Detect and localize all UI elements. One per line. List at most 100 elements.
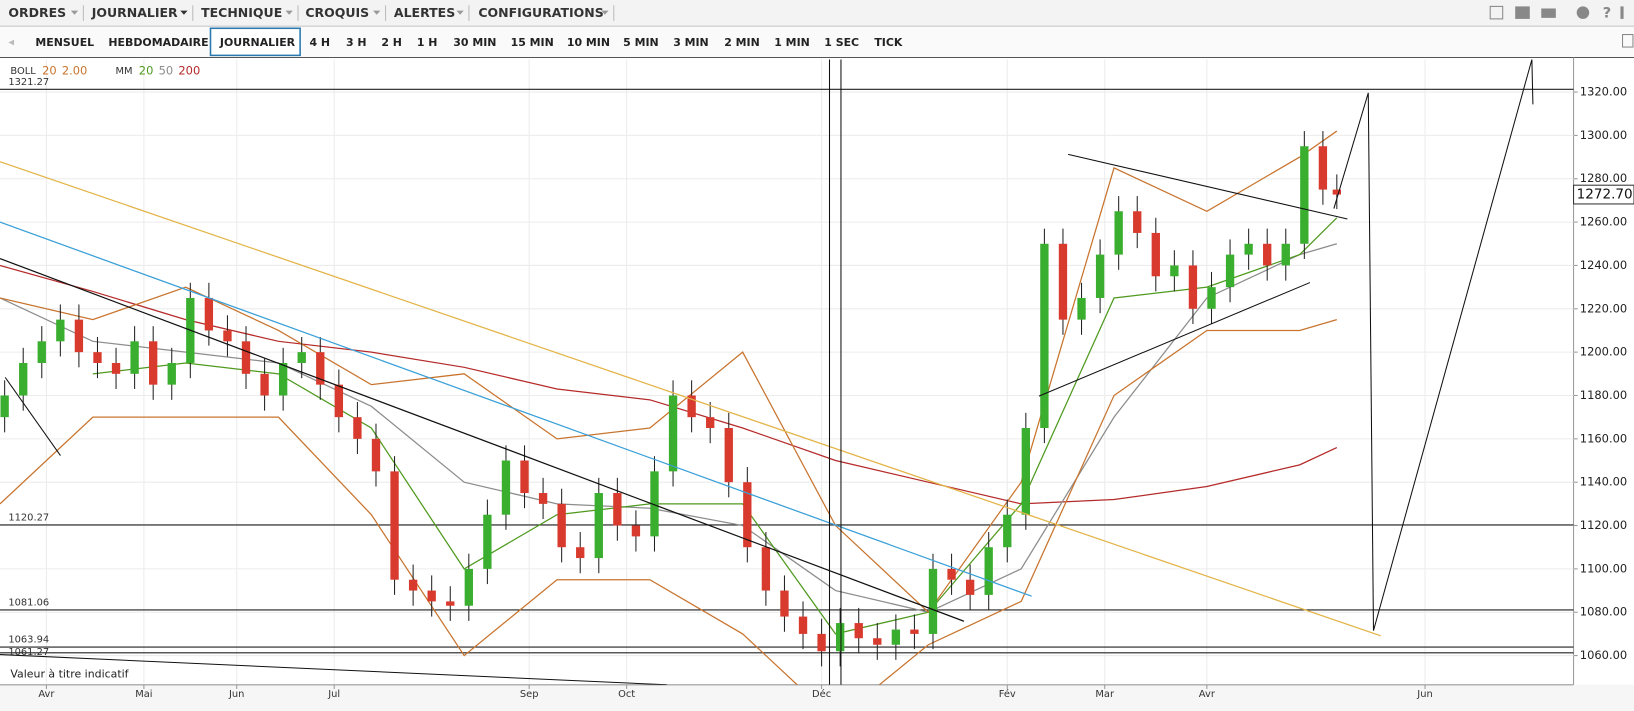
timeframe-button[interactable]: JOURNALIER <box>219 36 296 49</box>
menu-item[interactable]: TECHNIQUE <box>201 5 282 20</box>
menu-item[interactable]: JOURNALIER <box>91 5 178 20</box>
candle-body <box>130 341 139 374</box>
timeframe-button[interactable]: 1 H <box>417 36 438 49</box>
menu-item[interactable]: CROQUIS <box>305 5 369 20</box>
candle-body <box>835 623 845 652</box>
trend-line[interactable] <box>0 654 667 685</box>
indicator-param: 200 <box>178 64 200 78</box>
timeframe-button[interactable]: 2 MIN <box>724 36 760 49</box>
candle-body <box>1040 243 1049 429</box>
menu-arrow <box>601 10 609 15</box>
candle-body <box>1207 287 1216 309</box>
candle-body <box>0 395 9 418</box>
candle-body <box>1170 265 1179 277</box>
indicator-label: MM <box>116 66 133 77</box>
candle-body <box>576 547 585 559</box>
timeframe-button[interactable]: MENSUEL <box>35 36 94 49</box>
x-tick-label: Mar <box>1095 689 1115 700</box>
menu-item[interactable]: ORDRES <box>8 5 66 20</box>
candle-body <box>316 352 325 385</box>
trend-line[interactable] <box>0 221 1032 597</box>
candle-body <box>520 460 529 494</box>
icon-print[interactable] <box>1541 8 1556 18</box>
icon-settings[interactable] <box>1576 6 1590 19</box>
candle-body <box>538 493 548 504</box>
candle-body <box>260 373 269 396</box>
menu-bar <box>0 0 1634 27</box>
indicator-line <box>0 243 1338 613</box>
candle-body <box>446 601 455 606</box>
candle-body <box>743 482 752 548</box>
candle-body <box>56 319 65 342</box>
trend-line[interactable] <box>0 258 965 622</box>
indicator-line <box>92 217 1338 635</box>
y-tick-label: 1200.00 <box>1580 345 1627 359</box>
x-tick-label: Jun <box>228 689 244 700</box>
candle-body <box>1225 254 1235 288</box>
timeframe-button[interactable]: 10 MIN <box>567 36 610 49</box>
icon-help[interactable]: ? <box>1603 5 1611 22</box>
timeframe-button[interactable]: TICK <box>874 36 903 49</box>
candle-body <box>390 471 399 580</box>
candle-body <box>965 579 975 595</box>
timeframe-button[interactable]: 1 MIN <box>774 36 810 49</box>
timeframe-button[interactable]: 3 H <box>346 36 367 49</box>
candle-body <box>1263 243 1272 266</box>
projection[interactable] <box>1333 59 1534 631</box>
trend-line[interactable] <box>4 377 61 456</box>
indicator-line <box>0 264 1338 505</box>
icon-close[interactable] <box>1622 34 1634 48</box>
candle-body <box>241 341 251 374</box>
trend-line[interactable] <box>0 161 1381 637</box>
x-tick-label: Sep <box>520 689 539 700</box>
active-timeframe-box <box>209 27 301 57</box>
candle-body <box>167 362 176 385</box>
candle-body <box>464 568 473 606</box>
indicator-param: 20 <box>42 64 57 78</box>
y-tick-label: 1320.00 <box>1580 85 1627 99</box>
x-tick-label: Jul <box>327 689 340 700</box>
level-label: 1120.27 <box>8 513 49 524</box>
y-tick-label: 1060.00 <box>1580 648 1627 662</box>
candle-body <box>1114 211 1123 255</box>
y-tick-label: 1220.00 <box>1580 301 1627 315</box>
candle-body <box>483 514 492 569</box>
timeframe-button[interactable]: 3 MIN <box>673 36 709 49</box>
timeframe-button[interactable]: 30 MIN <box>453 36 496 49</box>
menu-arrow <box>70 10 79 15</box>
candle-body <box>873 638 882 645</box>
candle-body <box>353 417 362 439</box>
x-tick-label: Déc <box>812 688 831 700</box>
icon-more[interactable] <box>1620 6 1624 19</box>
candle-body <box>687 395 696 418</box>
indicator-line <box>0 130 1338 614</box>
trend-line[interactable] <box>1068 153 1348 220</box>
menu-arrow <box>285 10 293 15</box>
menu-item[interactable]: CONFIGURATIONS <box>478 5 603 20</box>
candle-body <box>149 341 158 385</box>
y-tick-label: 1120.00 <box>1580 518 1627 532</box>
menu-item[interactable]: ALERTES <box>394 5 455 20</box>
timeframe-button[interactable]: 5 MIN <box>623 36 659 49</box>
x-tick-label: Fév <box>999 688 1016 700</box>
scroll-left[interactable]: ◂ <box>8 34 14 48</box>
timeframe-button[interactable]: 15 MIN <box>511 36 554 49</box>
candle-body <box>594 493 603 559</box>
candle-body <box>910 629 919 634</box>
icon-image[interactable] <box>1515 6 1530 19</box>
timeframe-button[interactable]: 2 H <box>381 36 402 49</box>
y-tick-label: 1100.00 <box>1580 561 1627 575</box>
indicator-param: 2.00 <box>62 64 88 78</box>
timeframe-button[interactable]: 4 H <box>310 36 331 49</box>
icon-layers[interactable] <box>1489 5 1504 20</box>
candle-body <box>297 352 306 363</box>
trend-line[interactable] <box>1038 282 1311 397</box>
candle-body <box>1003 514 1012 548</box>
timeframe-button[interactable]: HEBDOMADAIRE <box>108 36 208 49</box>
x-tick-label: Avr <box>38 689 55 700</box>
y-tick-label: 1180.00 <box>1580 388 1627 402</box>
candle-body <box>1151 232 1160 277</box>
level-label: 1061.27 <box>8 647 49 658</box>
y-tick-label: 1280.00 <box>1580 171 1627 185</box>
timeframe-button[interactable]: 1 SEC <box>824 36 859 49</box>
